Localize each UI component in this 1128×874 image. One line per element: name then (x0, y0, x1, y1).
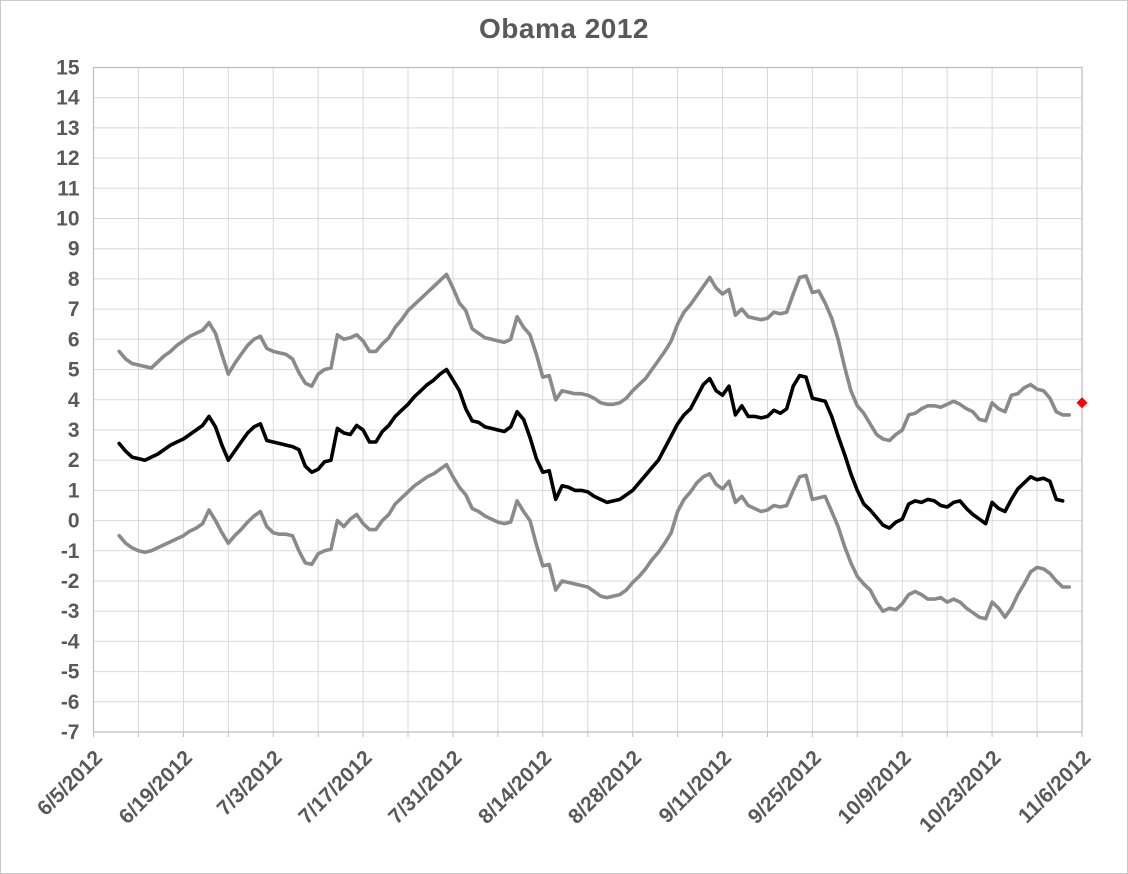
x-tick-label: 7/3/2012 (213, 746, 287, 820)
x-tick-label: 10/23/2012 (915, 746, 1006, 837)
y-tick-label: 4 (68, 389, 80, 412)
x-tick-label: 6/5/2012 (33, 746, 107, 820)
y-tick-label: 6 (68, 328, 80, 351)
series-group (117, 272, 1071, 621)
y-tick-label: 1 (68, 479, 80, 502)
y-tick-label: -3 (61, 600, 80, 623)
y-tick-label: 3 (68, 419, 80, 442)
y-tick-label: 7 (68, 298, 80, 321)
y-tick-label: -2 (61, 570, 80, 593)
x-tick-label: 6/19/2012 (115, 746, 197, 828)
y-tick-label: 12 (56, 147, 79, 170)
x-axis-labels-group: 6/5/2012 6/19/2012 7/3/2012 7/17/2012 7/31/2… (33, 746, 1096, 837)
series-obama-margin-line (117, 367, 1065, 530)
y-tick-label: 2 (68, 449, 80, 472)
x-tick-label: 8/28/2012 (564, 746, 646, 828)
y-tick-label: -1 (61, 540, 80, 563)
chart-title: Obama 2012 (479, 13, 649, 44)
y-tick-label: -7 (61, 721, 80, 744)
x-tick-label: 9/25/2012 (744, 746, 826, 828)
y-tick-label: -6 (61, 691, 80, 714)
y-tick-label: 14 (56, 87, 80, 110)
y-tick-label: 11 (57, 177, 80, 200)
y-tick-label: 13 (56, 117, 79, 140)
y-tick-label: -5 (61, 661, 80, 684)
x-tick-label: 7/31/2012 (384, 746, 466, 828)
series-lower-band-line (117, 462, 1071, 621)
result-diamond-marker (1076, 397, 1088, 409)
y-tick-label: 15 (56, 57, 80, 80)
series-upper-band-line (117, 272, 1071, 443)
y-tick-label: 0 (68, 510, 80, 533)
gridlines-group (93, 67, 1083, 737)
y-tick-label: -4 (61, 630, 80, 653)
y-tick-label: 8 (68, 268, 80, 291)
x-tick-label: 9/11/2012 (655, 746, 737, 828)
x-tick-label: 8/14/2012 (474, 746, 556, 828)
x-tick-label: 10/9/2012 (834, 746, 916, 828)
y-tick-label: 9 (68, 238, 80, 261)
x-tick-label: 11/6/2012 (1014, 746, 1096, 828)
y-tick-label: 10 (56, 208, 79, 231)
y-tick-label: 5 (68, 359, 80, 382)
x-tick-label: 7/17/2012 (294, 746, 376, 828)
